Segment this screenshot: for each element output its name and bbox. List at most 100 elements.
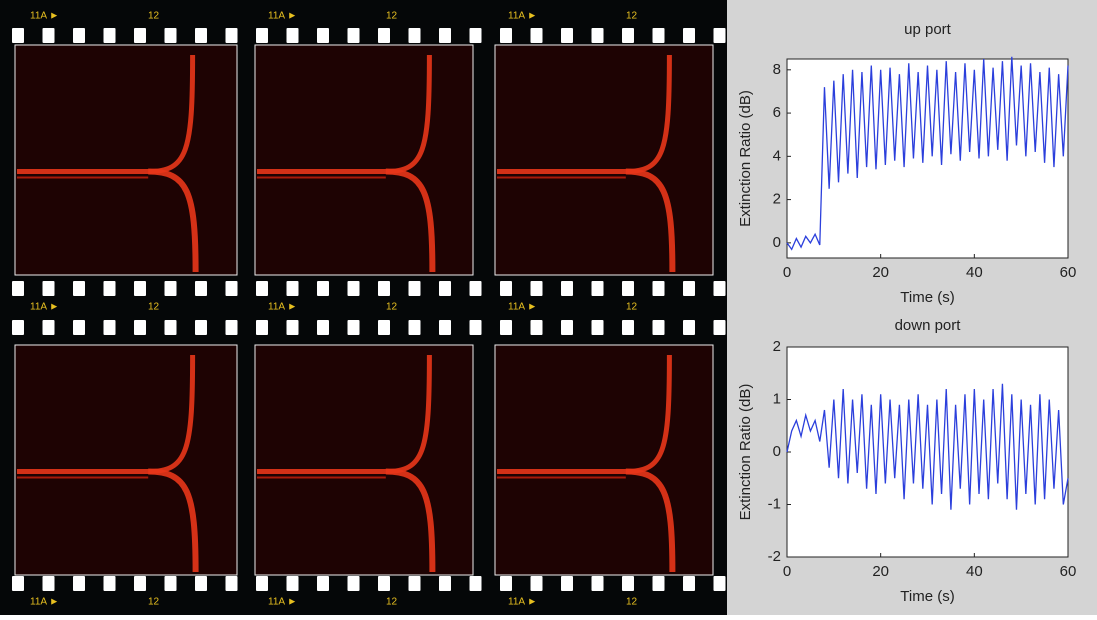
y-axis-label: Extinction Ratio (dB) bbox=[737, 90, 754, 227]
sprocket-hole bbox=[225, 28, 238, 43]
sprocket-hole bbox=[408, 576, 421, 591]
sprocket-hole bbox=[561, 28, 573, 43]
film-label: 12 bbox=[626, 597, 638, 608]
sprocket-hole bbox=[408, 281, 421, 296]
sprocket-hole bbox=[469, 320, 482, 335]
sprocket-hole bbox=[378, 320, 390, 335]
sprocket-hole bbox=[378, 28, 390, 43]
x-tick-label: 40 bbox=[966, 264, 983, 281]
sprocket-hole bbox=[713, 28, 726, 43]
sprocket-hole bbox=[12, 576, 24, 591]
sprocket-hole bbox=[42, 320, 55, 335]
trace bbox=[625, 468, 676, 573]
film-label: 12 bbox=[626, 11, 638, 22]
x-tick-label: 0 bbox=[783, 563, 791, 580]
x-tick-label: 60 bbox=[1060, 563, 1077, 580]
y-tick-label: -1 bbox=[768, 495, 781, 512]
y-tick-label: 8 bbox=[773, 61, 781, 78]
sprocket-hole bbox=[256, 320, 268, 335]
sprocket-hole bbox=[195, 576, 207, 591]
x-tick-label: 20 bbox=[872, 264, 889, 281]
sprocket-hole bbox=[378, 281, 390, 296]
sprocket-hole bbox=[195, 320, 207, 335]
trace bbox=[625, 168, 676, 273]
sprocket-hole bbox=[530, 576, 543, 591]
sprocket-hole bbox=[591, 576, 604, 591]
sprocket-hole bbox=[652, 576, 665, 591]
sprocket-hole bbox=[622, 28, 634, 43]
sprocket-hole bbox=[713, 320, 726, 335]
sprocket-hole bbox=[256, 28, 268, 43]
sprocket-hole bbox=[286, 576, 299, 591]
y-axis-label: Extinction Ratio (dB) bbox=[737, 384, 754, 521]
film-label: 11A ► bbox=[508, 11, 537, 22]
sprocket-hole bbox=[591, 28, 604, 43]
x-tick-label: 20 bbox=[872, 563, 889, 580]
trace bbox=[148, 168, 199, 273]
frame bbox=[254, 344, 474, 576]
sprocket-hole bbox=[225, 576, 238, 591]
sprocket-hole bbox=[347, 320, 360, 335]
sprocket-hole bbox=[469, 576, 482, 591]
sprocket-hole bbox=[713, 281, 726, 296]
sprocket-hole bbox=[439, 28, 451, 43]
sprocket-hole bbox=[286, 281, 299, 296]
sprocket-hole bbox=[378, 576, 390, 591]
sprocket-hole bbox=[42, 28, 55, 43]
sprocket-hole bbox=[500, 28, 512, 43]
film-label: 12 bbox=[386, 11, 398, 22]
sprocket-hole bbox=[317, 281, 329, 296]
sprocket-hole bbox=[652, 320, 665, 335]
x-axis-label: Time (s) bbox=[900, 588, 954, 605]
film-label: 11A ► bbox=[268, 11, 297, 22]
sprocket-hole bbox=[256, 281, 268, 296]
sprocket-hole bbox=[622, 281, 634, 296]
y-tick-label: 0 bbox=[773, 443, 781, 460]
sprocket-hole bbox=[347, 281, 360, 296]
film-label: 12 bbox=[148, 11, 160, 22]
sprocket-hole bbox=[439, 320, 451, 335]
axes-box bbox=[786, 58, 1069, 259]
sprocket-hole bbox=[164, 320, 177, 335]
sprocket-hole bbox=[500, 576, 512, 591]
film-label: 12 bbox=[626, 302, 638, 313]
sprocket-hole bbox=[500, 320, 512, 335]
film-label: 12 bbox=[386, 597, 398, 608]
sprocket-hole bbox=[530, 281, 543, 296]
sprocket-hole bbox=[134, 28, 146, 43]
sprocket-hole bbox=[469, 281, 482, 296]
sprocket-hole bbox=[134, 281, 146, 296]
sprocket-hole bbox=[652, 28, 665, 43]
sprocket-hole bbox=[164, 576, 177, 591]
film-label: 12 bbox=[148, 302, 160, 313]
y-tick-label: 2 bbox=[773, 338, 781, 355]
y-tick-label: 0 bbox=[773, 234, 781, 251]
sprocket-hole bbox=[103, 28, 116, 43]
sprocket-hole bbox=[347, 576, 360, 591]
film-label: 12 bbox=[386, 302, 398, 313]
chart-title: down port bbox=[895, 317, 962, 334]
sprocket-hole bbox=[622, 576, 634, 591]
sprocket-hole bbox=[103, 320, 116, 335]
film-label: 11A ► bbox=[30, 11, 59, 22]
sprocket-hole bbox=[195, 28, 207, 43]
film: 11A ► 12 11A ► 12 11A ► 12 11A ► 12 11A ► 12 11A ►… bbox=[12, 11, 726, 608]
y-tick-label: 6 bbox=[773, 104, 781, 121]
sprocket-hole bbox=[42, 281, 55, 296]
sprocket-hole bbox=[12, 320, 24, 335]
sprocket-hole bbox=[530, 28, 543, 43]
sprocket-hole bbox=[622, 320, 634, 335]
x-tick-label: 0 bbox=[783, 264, 791, 281]
sprocket-hole bbox=[713, 576, 726, 591]
sprocket-hole bbox=[439, 281, 451, 296]
sprocket-hole bbox=[103, 281, 116, 296]
sprocket-hole bbox=[591, 320, 604, 335]
frame bbox=[494, 44, 714, 276]
y-tick-label: -2 bbox=[768, 548, 781, 565]
axes-box bbox=[786, 346, 1069, 558]
sprocket-hole bbox=[561, 281, 573, 296]
trace bbox=[385, 468, 436, 573]
film-label: 11A ► bbox=[508, 597, 537, 608]
sprocket-hole bbox=[317, 320, 329, 335]
data-line bbox=[786, 383, 1069, 510]
